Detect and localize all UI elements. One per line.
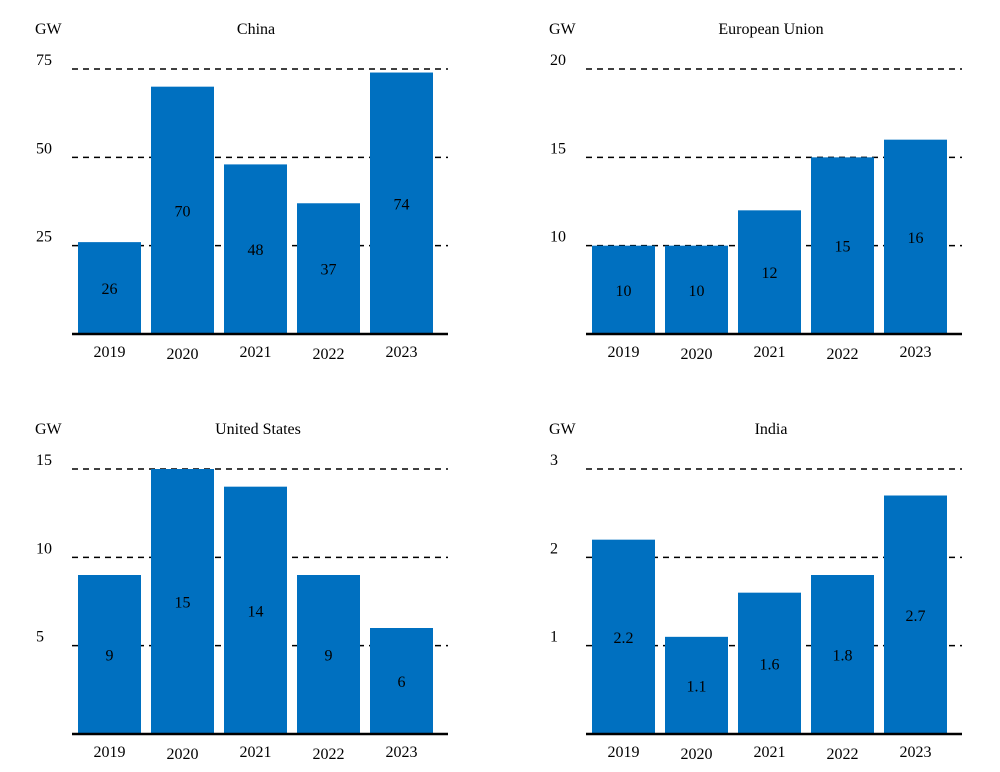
data-label-european-union: 16 — [908, 230, 924, 247]
category-label-united-states: 2022 — [313, 746, 345, 763]
data-label-india: 2.2 — [614, 630, 634, 647]
category-label-european-union: 2020 — [681, 346, 713, 363]
bar-india-2023 — [884, 495, 947, 734]
chart-title-china: China — [237, 21, 275, 38]
bar-china-2019 — [78, 242, 141, 334]
bar-united-states-2019 — [78, 575, 141, 734]
y-tick-label-united-states: 5 — [36, 629, 44, 646]
category-label-india: 2022 — [827, 746, 859, 763]
data-label-united-states: 14 — [248, 603, 264, 620]
category-label-european-union: 2023 — [900, 344, 932, 361]
category-label-china: 2023 — [386, 344, 418, 361]
data-label-india: 1.6 — [760, 656, 780, 673]
data-label-european-union: 12 — [762, 265, 778, 282]
category-label-european-union: 2019 — [608, 344, 640, 361]
y-tick-label-india: 3 — [550, 452, 558, 469]
chart-title-european-union: European Union — [718, 21, 823, 38]
category-label-india: 2019 — [608, 744, 640, 761]
data-label-united-states: 9 — [106, 648, 114, 665]
category-label-india: 2020 — [681, 746, 713, 763]
data-label-united-states: 15 — [175, 595, 191, 612]
y-tick-label-china: 50 — [36, 140, 52, 157]
y-tick-label-european-union: 15 — [550, 140, 566, 157]
bar-india-2020 — [665, 636, 728, 734]
y-tick-label-united-states: 10 — [36, 540, 52, 557]
category-label-china: 2020 — [167, 346, 199, 363]
data-label-china: 26 — [102, 281, 118, 298]
data-label-china: 74 — [394, 196, 410, 213]
bar-india-2022 — [811, 575, 874, 734]
category-label-china: 2019 — [94, 344, 126, 361]
bar-china-2020 — [151, 86, 214, 335]
data-label-united-states: 9 — [325, 648, 333, 665]
bar-european-union-2021 — [738, 210, 801, 334]
bar-european-union-2023 — [884, 139, 947, 334]
bar-china-2022 — [297, 203, 360, 334]
data-label-european-union: 10 — [616, 283, 632, 300]
unit-label-china: GW — [35, 21, 63, 38]
y-tick-label-india: 2 — [550, 540, 558, 557]
bar-united-states-2022 — [297, 575, 360, 734]
category-label-united-states: 2019 — [94, 744, 126, 761]
category-label-european-union: 2022 — [827, 346, 859, 363]
bar-china-2023 — [370, 72, 433, 335]
unit-label-united-states: GW — [35, 421, 63, 438]
bar-european-union-2022 — [811, 157, 874, 334]
y-tick-label-european-union: 20 — [550, 52, 566, 69]
bar-united-states-2021 — [224, 486, 287, 734]
bar-european-union-2019 — [592, 245, 655, 334]
chart-title-united-states: United States — [215, 421, 301, 438]
y-tick-label-india: 1 — [550, 629, 558, 646]
category-label-india: 2021 — [754, 744, 786, 761]
y-tick-label-european-union: 10 — [550, 229, 566, 246]
y-tick-label-china: 75 — [36, 52, 52, 69]
bar-united-states-2023 — [370, 628, 433, 734]
category-label-united-states: 2020 — [167, 746, 199, 763]
unit-label-european-union: GW — [549, 21, 577, 38]
data-label-china: 37 — [321, 262, 337, 279]
chart-title-india: India — [755, 421, 788, 438]
data-label-india: 1.8 — [833, 648, 853, 665]
data-label-india: 1.1 — [687, 678, 707, 695]
data-label-india: 2.7 — [906, 608, 926, 625]
bar-india-2021 — [738, 592, 801, 734]
data-label-european-union: 15 — [835, 239, 851, 256]
data-label-china: 70 — [175, 203, 191, 220]
bar-india-2019 — [592, 539, 655, 734]
bar-united-states-2020 — [151, 469, 214, 734]
category-label-china: 2022 — [313, 346, 345, 363]
category-label-united-states: 2021 — [240, 744, 272, 761]
data-label-european-union: 10 — [689, 283, 705, 300]
unit-label-india: GW — [549, 421, 577, 438]
category-label-european-union: 2021 — [754, 344, 786, 361]
category-label-united-states: 2023 — [386, 744, 418, 761]
y-tick-label-china: 25 — [36, 229, 52, 246]
category-label-india: 2023 — [900, 744, 932, 761]
data-label-united-states: 6 — [398, 674, 406, 691]
bar-european-union-2020 — [665, 245, 728, 334]
y-tick-label-united-states: 15 — [36, 452, 52, 469]
category-label-china: 2021 — [240, 344, 272, 361]
bar-china-2021 — [224, 164, 287, 334]
data-label-china: 48 — [248, 242, 264, 259]
